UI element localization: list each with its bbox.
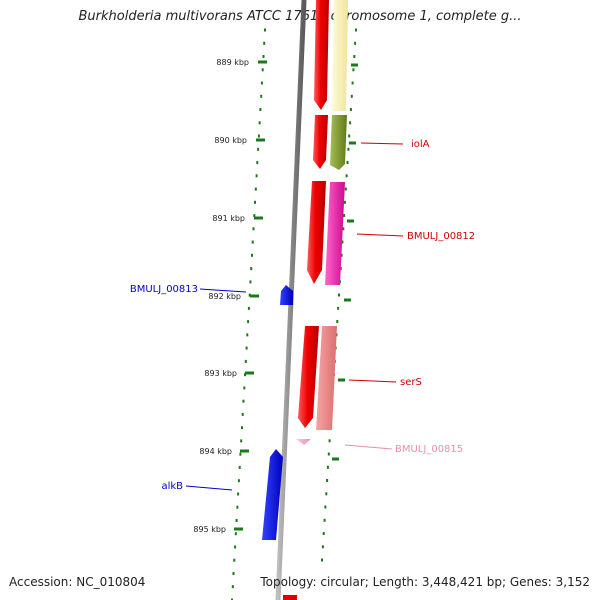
gene-label-bmulj-00813[interactable]: BMULJ_00813 [130, 284, 198, 295]
gene-feature-alkB[interactable] [262, 449, 283, 540]
gene-feature-bmulj-00812[interactable] [325, 182, 345, 285]
tick-label-890: 890 kbp [214, 136, 247, 145]
gene-feature-red-1[interactable] [314, 0, 329, 110]
gene-label-bmulj-00812[interactable]: BMULJ_00812 [407, 231, 475, 242]
gene-label-bmulj-00815[interactable]: BMULJ_00815 [395, 444, 463, 455]
gene-feature-red-4[interactable] [298, 326, 319, 428]
label-leader-bmulj-00813 [199, 288, 247, 293]
gene-feature-yellow[interactable] [332, 0, 348, 111]
label-leader-bmulj-00815 [344, 444, 393, 450]
label-leader-bmulj-00812 [356, 233, 404, 237]
gene-feature-red-3[interactable] [307, 181, 326, 284]
topology-text: Topology: circular; Length: 3,448,421 bp… [260, 575, 590, 589]
label-leader-alkB [185, 485, 233, 491]
gene-label-serS[interactable]: serS [400, 377, 422, 388]
label-leader-serS [348, 379, 397, 383]
gene-feature-red-2[interactable] [313, 115, 328, 169]
gene-feature-bmulj-00815[interactable] [296, 439, 311, 445]
tick-label-889: 889 kbp [216, 58, 249, 67]
gene-feature-serS[interactable] [316, 326, 337, 430]
gene-label-alkB[interactable]: alkB [161, 481, 183, 492]
gene-feature-bmulj-00813[interactable] [280, 285, 293, 305]
label-leader-iolA [360, 142, 404, 145]
gene-feature-iolA[interactable] [330, 115, 347, 170]
tick-label-891: 891 kbp [212, 214, 245, 223]
tick-label-892: 892 kbp [208, 292, 241, 301]
gene-feature-red-5[interactable] [283, 595, 297, 600]
scale-ticks [234, 60, 358, 531]
tick-label-893: 893 kbp [204, 369, 237, 378]
sequence-title: Burkholderia multivorans ATCC 17616 chro… [78, 9, 522, 24]
accession-text: Accession: NC_010804 [9, 575, 146, 589]
gene-label-iolA[interactable]: iolA [411, 139, 430, 150]
tick-label-895: 895 kbp [193, 525, 226, 534]
left-dotted-track [231, 28, 266, 600]
tick-label-894: 894 kbp [199, 447, 232, 456]
